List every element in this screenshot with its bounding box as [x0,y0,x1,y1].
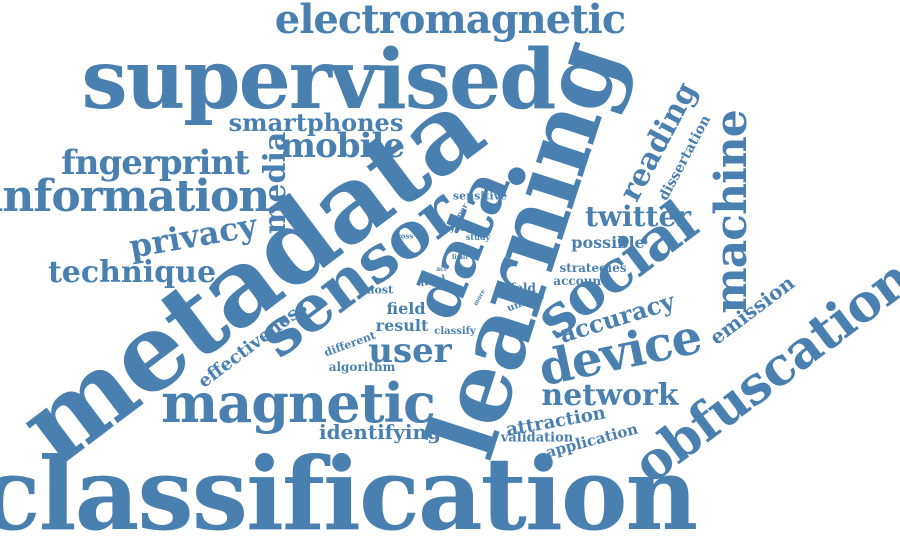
word-account: account [553,275,606,287]
word-most: most [363,285,393,296]
word-cross: cross [393,233,414,240]
word-twitter: twitter [585,203,691,231]
word-network: network [541,381,678,411]
word-acc: acc [436,267,447,273]
word-limit: limit [452,255,468,261]
word-strategies: strategies [560,262,627,274]
word-classify: classify [434,327,476,337]
word-study: study [466,233,490,241]
word-feld: feld [510,282,536,294]
word-classification: classification [0,444,696,544]
word-field: field [386,301,425,317]
word-machine: machine [710,110,754,314]
word-sensitive: sensitive [453,191,507,202]
word-type: type [446,224,465,232]
word-world: world [518,244,540,251]
word-result: result [376,318,429,334]
word-algorithm: algorithm [329,361,396,373]
word-possible: possible [571,235,644,251]
